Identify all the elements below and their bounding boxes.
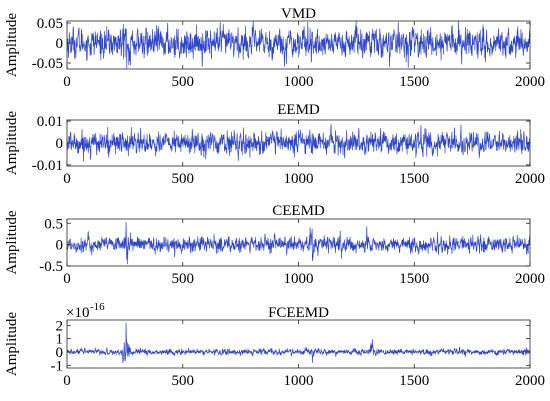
y-tick-label: 0 xyxy=(56,36,64,52)
y-tick-label: -0.01 xyxy=(32,158,63,174)
axes-frame-4 xyxy=(66,319,531,369)
y-tick-label: 1 xyxy=(56,332,64,348)
y-tick-label: -1 xyxy=(51,358,64,374)
subplot-title: FCEEMD xyxy=(268,305,329,321)
subplot-title: CEEMD xyxy=(272,203,325,219)
y-tick-label: 0.05 xyxy=(37,16,63,32)
y-tick-label: 0.01 xyxy=(37,114,63,130)
x-tick-label: 500 xyxy=(172,373,195,389)
y-multiplier-base: ×10 xyxy=(66,305,89,321)
signal-line-1 xyxy=(66,20,531,69)
y-tick-label: 0 xyxy=(56,238,64,254)
y-tick-label: 2 xyxy=(56,318,64,334)
y-axis-label: Amplitude xyxy=(4,210,20,275)
x-tick-label: 1000 xyxy=(284,171,314,187)
y-axis-label: Amplitude xyxy=(4,312,20,377)
x-tick-label: 500 xyxy=(172,74,195,90)
subplot-title: VMD xyxy=(281,6,316,22)
x-tick-label: 0 xyxy=(63,171,71,187)
x-tick-label: 1000 xyxy=(284,373,314,389)
subplot-title: EEMD xyxy=(277,102,320,118)
signal-line-3 xyxy=(66,222,531,265)
x-tick-label: 2000 xyxy=(515,171,545,187)
x-tick-label: 1500 xyxy=(399,271,429,287)
y-tick-label: 0 xyxy=(56,345,64,361)
x-tick-label: 1000 xyxy=(284,271,314,287)
y-tick-label: 0 xyxy=(56,136,64,152)
x-tick-label: 1500 xyxy=(399,171,429,187)
x-tick-label: 0 xyxy=(63,271,71,287)
x-tick-label: 1000 xyxy=(284,74,314,90)
x-tick-label: 1500 xyxy=(399,74,429,90)
x-tick-label: 500 xyxy=(172,171,195,187)
x-tick-label: 2000 xyxy=(515,271,545,287)
x-tick-label: 500 xyxy=(172,271,195,287)
x-tick-label: 0 xyxy=(63,74,71,90)
y-tick-label: -0.05 xyxy=(32,56,63,72)
y-multiplier-exponent: -16 xyxy=(90,301,105,313)
y-tick-label: 0.5 xyxy=(44,216,63,232)
x-tick-label: 0 xyxy=(63,373,71,389)
signal-line-4 xyxy=(66,322,531,364)
y-axis-label: Amplitude xyxy=(4,111,20,176)
x-tick-label: 2000 xyxy=(515,373,545,389)
x-tick-label: 2000 xyxy=(515,74,545,90)
y-tick-label: -0.5 xyxy=(39,259,63,275)
x-tick-label: 1500 xyxy=(399,373,429,389)
signal-line-2 xyxy=(66,124,531,162)
y-axis-label: Amplitude xyxy=(4,13,20,78)
